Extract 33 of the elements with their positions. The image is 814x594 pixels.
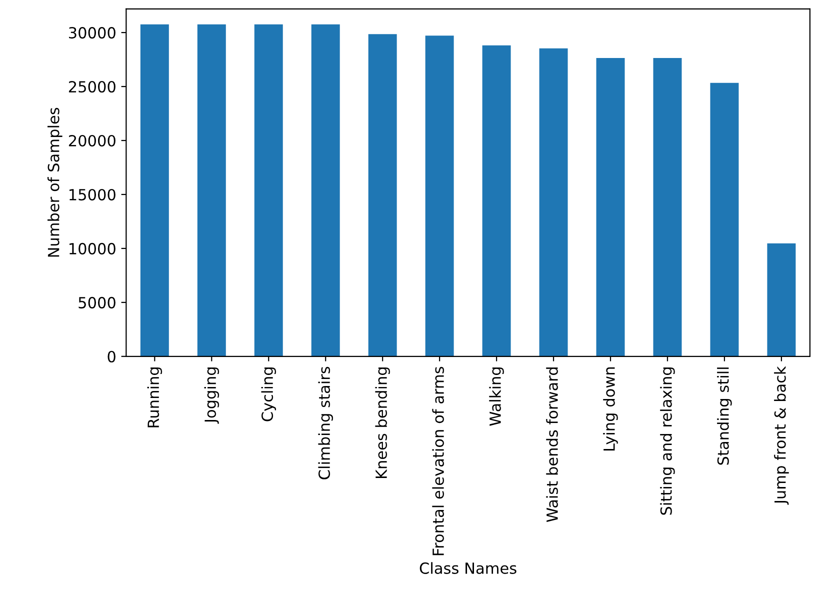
bar xyxy=(254,24,283,356)
bar xyxy=(767,243,796,356)
x-tick-label: Jump front & back xyxy=(774,366,789,505)
y-tick-label: 20000 xyxy=(68,134,116,147)
x-tick-label: Knees bending xyxy=(375,368,390,478)
bar xyxy=(368,34,397,356)
y-tick-label: 0 xyxy=(108,350,116,362)
y-tick-label: 10000 xyxy=(70,242,116,254)
x-tick-label: Jogging xyxy=(204,368,220,424)
x-tick-label: Lying down xyxy=(603,367,618,450)
x-tick-label: Running xyxy=(147,368,162,428)
x-tick-label: Walking xyxy=(489,368,504,426)
bar xyxy=(596,58,625,356)
x-tick-label: Frontal elevation of arms xyxy=(432,366,444,556)
bar xyxy=(653,58,682,356)
bar xyxy=(425,36,454,356)
x-tick-label: Sitting and relaxing xyxy=(660,368,675,515)
bar xyxy=(197,24,226,356)
y-tick-label: 5000 xyxy=(78,296,116,308)
y-axis-title: Number of Samples xyxy=(48,108,62,257)
y-tick-label: 30000 xyxy=(69,27,116,39)
y-tick-label: 15000 xyxy=(70,188,116,200)
x-tick-label: Standing still xyxy=(717,368,732,465)
x-tick-label: Climbing stairs xyxy=(318,366,333,480)
x-tick-label: Cycling xyxy=(261,368,276,422)
bar xyxy=(482,45,511,356)
bar xyxy=(311,24,340,356)
bar xyxy=(539,48,568,356)
x-axis-title: Class Names xyxy=(420,562,516,574)
x-tick-label: Waist bends forward xyxy=(546,368,558,522)
bar xyxy=(140,24,169,356)
y-tick-label: 25000 xyxy=(68,80,116,93)
bar xyxy=(710,82,739,356)
